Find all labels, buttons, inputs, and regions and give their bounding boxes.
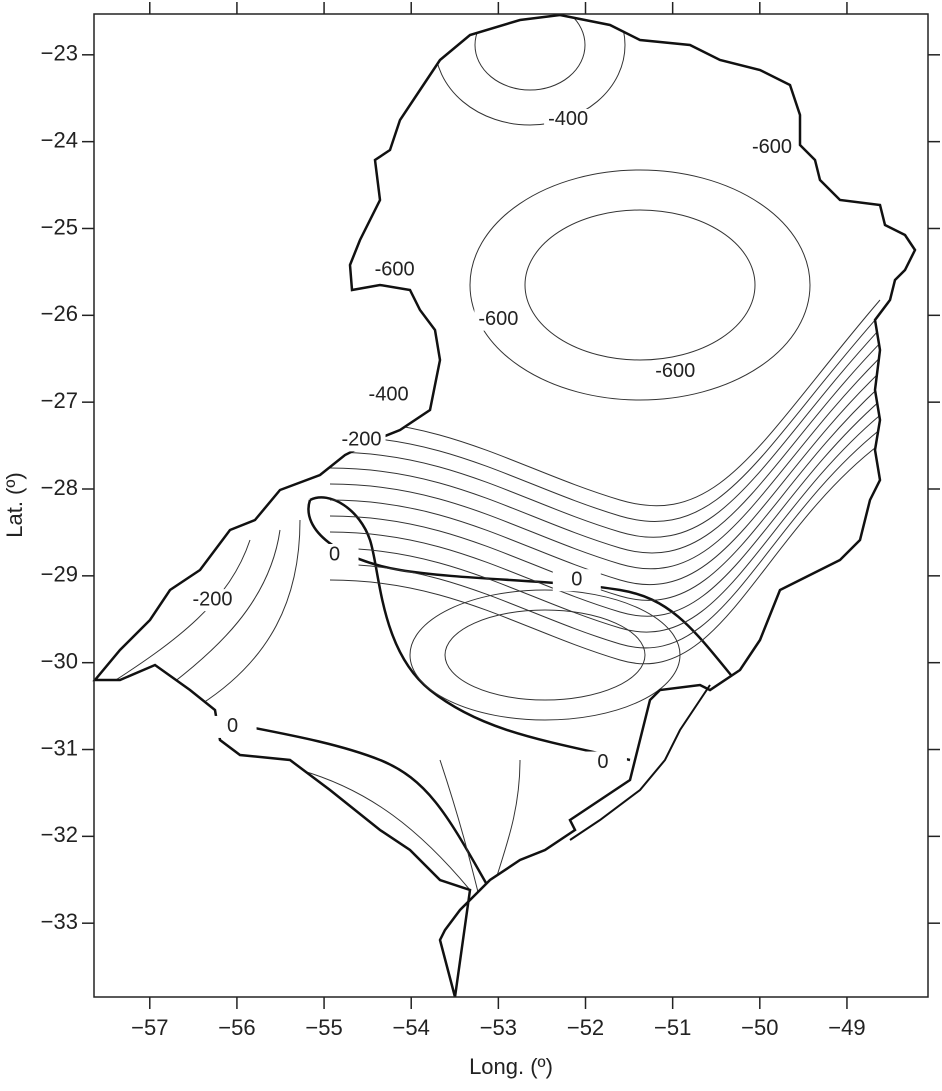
y-tick-label: −25 (41, 214, 78, 239)
contour-label-bg (544, 108, 593, 131)
contour-label-bg (337, 429, 386, 452)
contour-label: -400 (548, 108, 588, 130)
y-tick-label: −26 (41, 301, 78, 326)
contour (329, 299, 881, 507)
x-tick-label: −53 (480, 1015, 517, 1040)
contour-label: -600 (752, 136, 792, 158)
x-tick-label: −50 (741, 1015, 778, 1040)
contour (329, 386, 881, 601)
lagoon-coast (569, 684, 711, 841)
contour (329, 342, 881, 554)
zero-contour (307, 499, 761, 711)
contour (329, 443, 881, 665)
x-tick-label: −52 (567, 1015, 604, 1040)
contour-label: -600 (478, 308, 518, 330)
contour-label: 0 (329, 543, 340, 565)
contour (329, 414, 881, 633)
y-tick-label: −33 (41, 909, 78, 934)
y-axis-label: Lat. (º) (2, 472, 27, 538)
contour-label: -200 (193, 588, 233, 610)
contour-label: -600 (375, 258, 415, 280)
y-tick-label: −29 (41, 562, 78, 587)
contour-label-bg (188, 589, 237, 612)
x-tick-label: −56 (218, 1015, 255, 1040)
contour-label: 0 (227, 715, 238, 737)
contour-label: 0 (597, 751, 608, 773)
contour-label-bg (208, 715, 257, 738)
contour (489, 759, 521, 901)
contour (329, 314, 881, 522)
contour-label-bg (578, 751, 627, 774)
contour-label-bg (651, 360, 700, 383)
contour (329, 429, 881, 649)
plot-frame (93, 13, 929, 998)
contour (299, 769, 471, 891)
y-tick-label: −30 (41, 648, 78, 673)
contour-label-bg (364, 384, 413, 407)
y-tick-label: −28 (41, 475, 78, 500)
x-tick-label: −57 (131, 1015, 168, 1040)
contour (524, 209, 756, 361)
contour (99, 539, 251, 691)
contour-label: 0 (571, 568, 582, 590)
x-tick-label: −51 (654, 1015, 691, 1040)
x-tick-label: −55 (305, 1015, 342, 1040)
x-tick-label: −49 (828, 1015, 865, 1040)
y-tick-label: −31 (41, 735, 78, 760)
x-axis-label: Long. (º) (469, 1054, 553, 1079)
contour (199, 519, 301, 706)
y-tick-label: −24 (41, 127, 78, 152)
contour (439, 759, 481, 901)
contour-label-bg (370, 259, 419, 282)
contour-label: -600 (655, 360, 695, 382)
y-tick-label: −32 (41, 822, 78, 847)
contour (329, 357, 881, 570)
y-tick-label: −23 (41, 41, 78, 66)
contour (444, 609, 646, 701)
contour-bands (329, 299, 881, 665)
contour (329, 400, 881, 617)
contour-label-bg (310, 543, 359, 566)
contour-label: -400 (369, 383, 409, 405)
zero-contour (214, 718, 492, 891)
contour-lines (99, 15, 811, 901)
contour (329, 371, 881, 586)
contour (469, 169, 811, 401)
y-tick-label: −27 (41, 388, 78, 413)
zero-contour (309, 496, 631, 762)
contour-label-bg (748, 136, 797, 159)
contour-label: -200 (342, 429, 382, 451)
contour (474, 15, 586, 91)
contour-label-bg (474, 308, 523, 331)
x-tick-label: −54 (393, 1015, 430, 1040)
contour-label-bg (552, 569, 601, 592)
contour (329, 328, 881, 538)
